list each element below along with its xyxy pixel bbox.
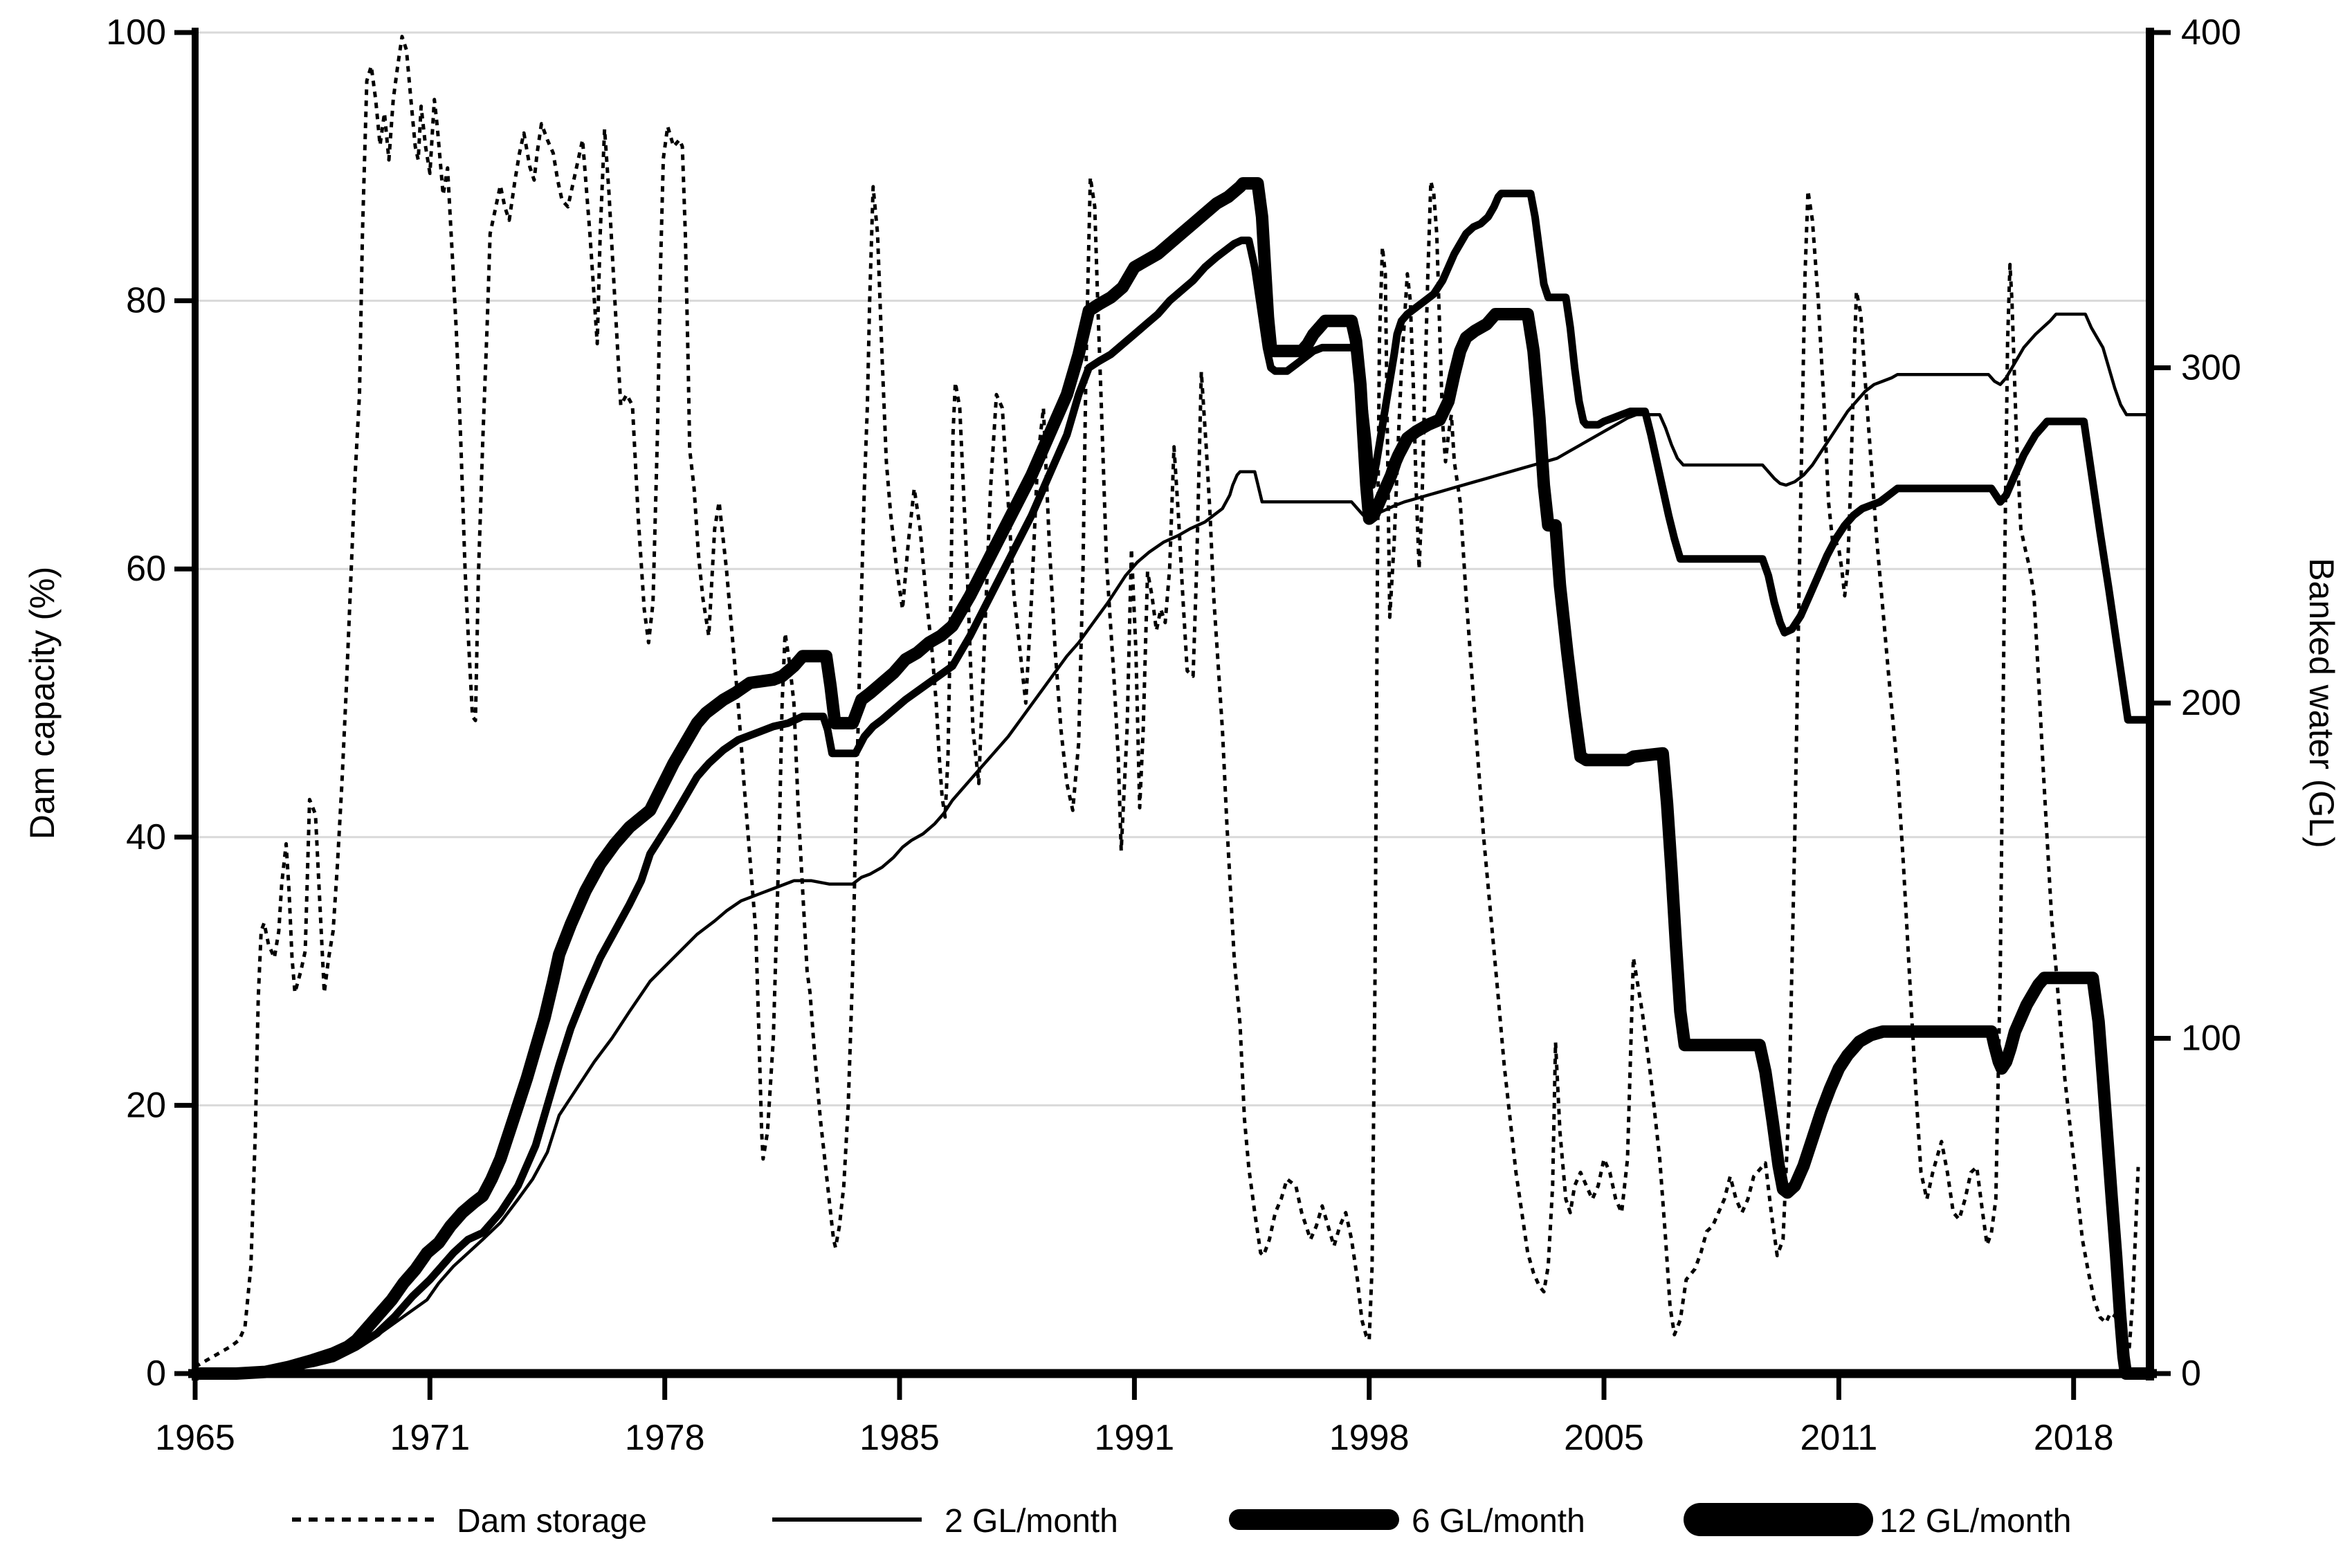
y-left-tick-label: 0 (146, 1353, 166, 1394)
y-axis-left-tick-labels: 0 20 40 60 80 100 (106, 12, 166, 1394)
y-right-tick-label: 100 (2181, 1019, 2241, 1059)
series-line-12-gl-month (195, 177, 2149, 1380)
x-tick-label: 1991 (1095, 1418, 1175, 1458)
x-tick-label: 1978 (625, 1418, 705, 1458)
y-left-tick-label: 100 (106, 12, 166, 53)
legend-label: 2 GL/month (945, 1503, 1118, 1540)
y-right-tick-label: 400 (2181, 12, 2241, 53)
legend-label: Dam storage (457, 1503, 647, 1540)
y-axis-right-title: Banked water (GL) (2302, 558, 2341, 848)
gridlines (195, 31, 2150, 1106)
y-left-tick-label: 60 (126, 549, 166, 589)
x-tick-label: 1985 (859, 1418, 940, 1458)
y-right-tick-label: 0 (2181, 1353, 2201, 1394)
x-tick-label: 2018 (2034, 1418, 2114, 1458)
x-tick-label: 1965 (155, 1418, 235, 1458)
y-left-tick-label: 80 (126, 281, 166, 321)
series-line-2-gl-month (195, 312, 2149, 1376)
series-line-dam-storage (194, 35, 2140, 1369)
x-tick-label: 2011 (1800, 1418, 1877, 1458)
y-axis-left-title: Dam capacity (%) (23, 567, 62, 840)
x-tick-label: 1971 (390, 1418, 470, 1458)
x-tick-label: 1998 (1329, 1418, 1410, 1458)
y-left-tick-label: 40 (126, 817, 166, 857)
y-axis-right-tick-labels: 0 100 200 300 400 (2181, 12, 2241, 1394)
legend-label: 12 GL/month (1879, 1503, 2072, 1540)
legend-label: 6 GL/month (1412, 1503, 1585, 1540)
axes (174, 28, 2171, 1400)
y-right-tick-label: 300 (2181, 348, 2241, 388)
x-axis-tick-labels: 1965 1971 1978 1985 1991 1998 2005 2011 2018 (155, 1418, 2113, 1458)
legend: Dam storage 2 GL/month 6 GL/month 12 GL/mon… (292, 1503, 2072, 1540)
series-lines (194, 35, 2149, 1380)
x-tick-label: 2005 (1564, 1418, 1644, 1458)
y-right-tick-label: 200 (2181, 683, 2241, 723)
y-left-tick-label: 20 (126, 1085, 166, 1125)
